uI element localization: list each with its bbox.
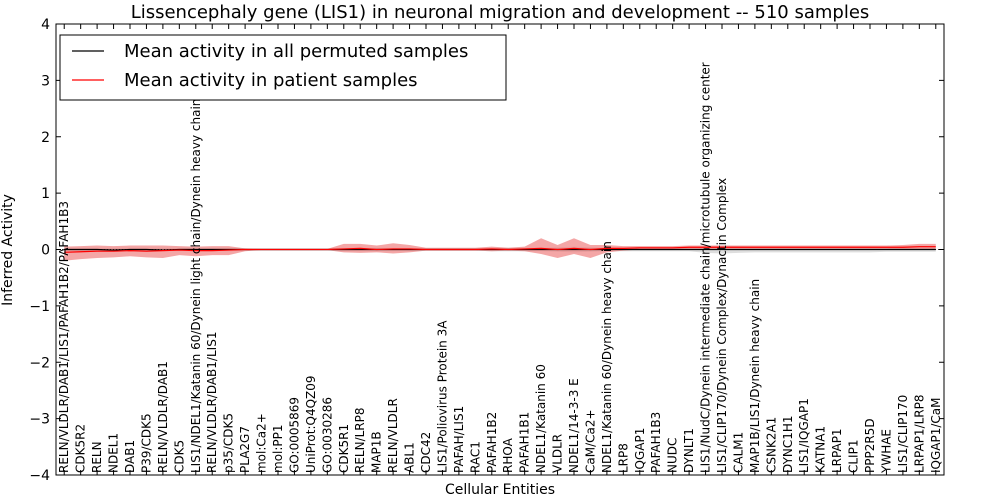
y-axis-label: Inferred Activity [0,194,16,306]
y-tick-label: −1 [29,299,50,315]
x-tick-label: RELN/VLDLR [386,398,400,473]
x-tick-label: P39/CDK5 [139,413,153,473]
x-tick-label: RELN/VLDLR/DAB1/LIS1/PAFAH1B2/PAFAH1B3 [57,201,71,473]
legend-box [59,34,507,101]
x-tick-label: CDK5R1 [337,424,351,473]
x-tick-label: CALM1 [731,432,745,473]
x-tick-label: VLDLR [551,434,565,473]
x-tick-label: DAB1 [123,440,137,473]
x-tick-label: MAP1B [370,431,384,473]
x-tick-label: IQGAP1/CaM [929,398,943,474]
x-tick-label: NDEL1/14-3-3 E [567,378,581,473]
y-tick-label: 1 [41,186,50,202]
x-tick-label: LIS1/CLIP170/Dynein Complex/Dynactin Com… [715,178,729,473]
x-tick-label: LRP8 [616,443,630,473]
y-tick-label: −2 [29,355,50,371]
plot-area: −4 −3 −2 −1 0 1 2 3 4 RELN/VLDLR/DAB1/LIS1/PAFAH1… [29,17,944,484]
x-tick-label: RHOA [501,437,515,473]
x-tick-label: LIS1/NudC/Dynein intermediate chain/micr… [699,62,713,473]
x-tick-label: RELN/VLDLR/DAB1/LIS1 [205,332,219,473]
y-tick-label: 3 [41,73,50,89]
x-tick-label: DYNLT1 [682,428,696,473]
x-tick-label: LIS1/Poliovirus Protein 3A [435,320,449,473]
y-tick-label: 2 [41,130,50,146]
x-tick-label: CLIP1 [847,440,861,473]
x-tick-label: GO:0005869 [287,397,301,473]
x-tick-label: NDEL1 [107,433,121,473]
x-tick-label: CaM/Ca2+ [583,409,597,473]
x-tick-label: PPP2R5D [863,418,877,473]
x-tick-label: p35/CDK5 [222,413,236,473]
x-tick-label: mol:PP1 [271,424,285,473]
x-tick-label: CDK5R2 [74,424,88,473]
legend: Mean activity in all permuted samples Me… [59,34,507,101]
x-tick-label: PAFAH1B2 [485,412,499,473]
x-tick-label: IQGAP1 [633,428,647,473]
x-tick-label: PLA2G7 [238,426,252,473]
x-tick-label: LRPAP1/LRP8 [912,394,926,473]
y-tick-label: 0 [41,243,50,259]
chart-title: Lissencephaly gene (LIS1) in neuronal mi… [131,2,870,23]
x-tick-label: UniProt:Q4QZ09 [304,375,318,473]
legend-label-patient: Mean activity in patient samples [124,70,418,91]
x-tick-label: LRPAP1 [830,428,844,473]
x-tick-label: RAC1 [468,441,482,473]
legend-label-permuted: Mean activity in all permuted samples [124,41,468,62]
x-tick-label: PAFAH1B1 [518,412,532,473]
x-tick-label: PAFAH1B3 [649,412,663,473]
x-tick-label: CDC42 [419,432,433,473]
x-tick-label: NUDC [666,438,680,473]
x-tick-label: GO:0030286 [320,397,334,473]
x-tick-label: PAFAH/LIS1 [452,406,466,473]
y-tick-label: −4 [29,468,50,484]
x-tick-label: NDEL1/Katanin 60 [534,364,548,473]
plot-frame [55,23,945,476]
y-tick-label: 4 [41,17,50,33]
x-tick-label: KATNA1 [814,426,828,473]
series-line-patient [64,246,936,253]
x-tick-label: RELN/VLDLR/DAB1 [156,361,170,473]
x-tick-label: mol:Ca2+ [255,413,269,473]
x-tick-label: RELN/LRP8 [353,407,367,473]
x-tick-label: MAP1B/LIS1/Dynein heavy chain [748,279,762,473]
y-tick-label: −3 [29,412,50,428]
x-tick-label: LIS1/IQGAP1 [797,398,811,473]
x-axis-label: Cellular Entities [445,482,555,498]
x-tick-label: LIS1/CLIP170 [896,395,910,473]
x-tick-label: CDK5 [172,440,186,473]
x-tick-label: NDEL1/Katanin 60/Dynein heavy chain [600,241,614,473]
x-tick-label: CSNK2A1 [764,417,778,473]
x-tick-label: YWHAE [879,429,893,474]
x-tick-label: DYNC1H1 [781,415,795,473]
x-tick-label: ABL1 [403,442,417,473]
x-tick-label: LIS1/NDEL1/Katanin 60/Dynein light chain… [189,99,203,473]
x-tick-label: RELN [90,441,104,473]
